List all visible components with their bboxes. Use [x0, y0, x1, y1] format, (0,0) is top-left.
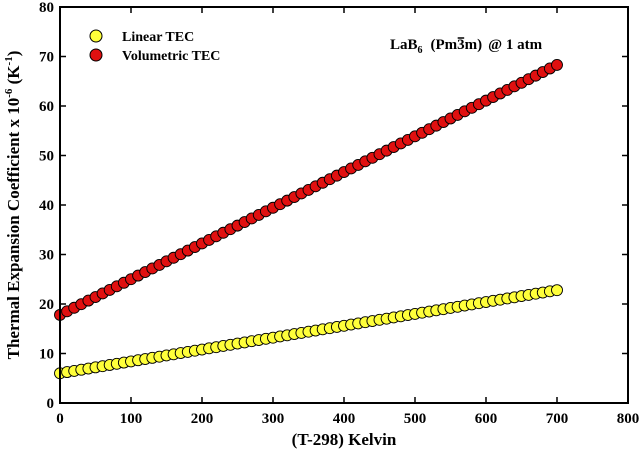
- y-tick-label: 50: [39, 149, 54, 165]
- y-tick-label: 60: [39, 99, 54, 115]
- x-tick-label: 0: [56, 411, 64, 427]
- space-group-open: (Pm: [431, 37, 458, 53]
- y-axis-title-main: Thermal Expansion Coefficient x 10: [4, 98, 23, 360]
- y-tick-label: 80: [39, 0, 54, 16]
- data-point: [551, 58, 563, 71]
- x-axis-title: (T-298) Kelvin: [292, 430, 397, 449]
- x-tick-label: 400: [333, 411, 356, 427]
- space-group-bar-digit: 3: [457, 37, 465, 53]
- y-tick-label: 20: [39, 297, 54, 313]
- x-tick-label: 700: [546, 411, 569, 427]
- legend-label-volumetric: Volumetric TEC: [122, 49, 220, 64]
- legend-marker-linear: [89, 29, 103, 43]
- y-tick-label: 40: [39, 198, 54, 214]
- y-tick-label: 70: [39, 50, 54, 66]
- space-group-close: m): [465, 37, 483, 53]
- compound-name: LaB: [390, 37, 418, 53]
- series-volumetric-tec: [54, 58, 563, 321]
- legend-marker-volumetric: [89, 48, 103, 62]
- x-tick-label: 800: [617, 411, 640, 427]
- y-axis-title: Thermal Expansion Coefficient x 10-6 (K-…: [3, 51, 23, 360]
- axis-ticks: 0 100 200 300 400 500 600 700 800 0 10 20 30 40 50 60 70…: [39, 0, 639, 427]
- compound-annotation: LaB6 (Pm3m) @ 1 atm: [390, 37, 543, 56]
- x-tick-label: 300: [262, 411, 285, 427]
- compound-subscript: 6: [418, 45, 423, 56]
- x-tick-label: 200: [191, 411, 214, 427]
- y-tick-label: 0: [47, 396, 55, 412]
- data-point: [551, 284, 563, 297]
- y-axis-title-exponent: -6: [3, 88, 15, 98]
- data-marks: [54, 58, 563, 380]
- y-axis-title-unit-open: (K: [4, 65, 23, 89]
- y-axis-title-unit-exponent: -1: [3, 56, 15, 65]
- legend: Linear TEC Volumetric TEC: [89, 29, 220, 64]
- pressure-condition: @ 1 atm: [488, 37, 542, 53]
- y-tick-label: 10: [39, 347, 54, 363]
- series-linear-tec: [54, 284, 563, 380]
- y-tick-label: 30: [39, 248, 54, 264]
- y-axis-title-unit-close: ): [4, 51, 23, 57]
- x-tick-label: 100: [120, 411, 143, 427]
- x-tick-label: 600: [475, 411, 498, 427]
- legend-label-linear: Linear TEC: [122, 30, 194, 45]
- x-tick-label: 500: [404, 411, 427, 427]
